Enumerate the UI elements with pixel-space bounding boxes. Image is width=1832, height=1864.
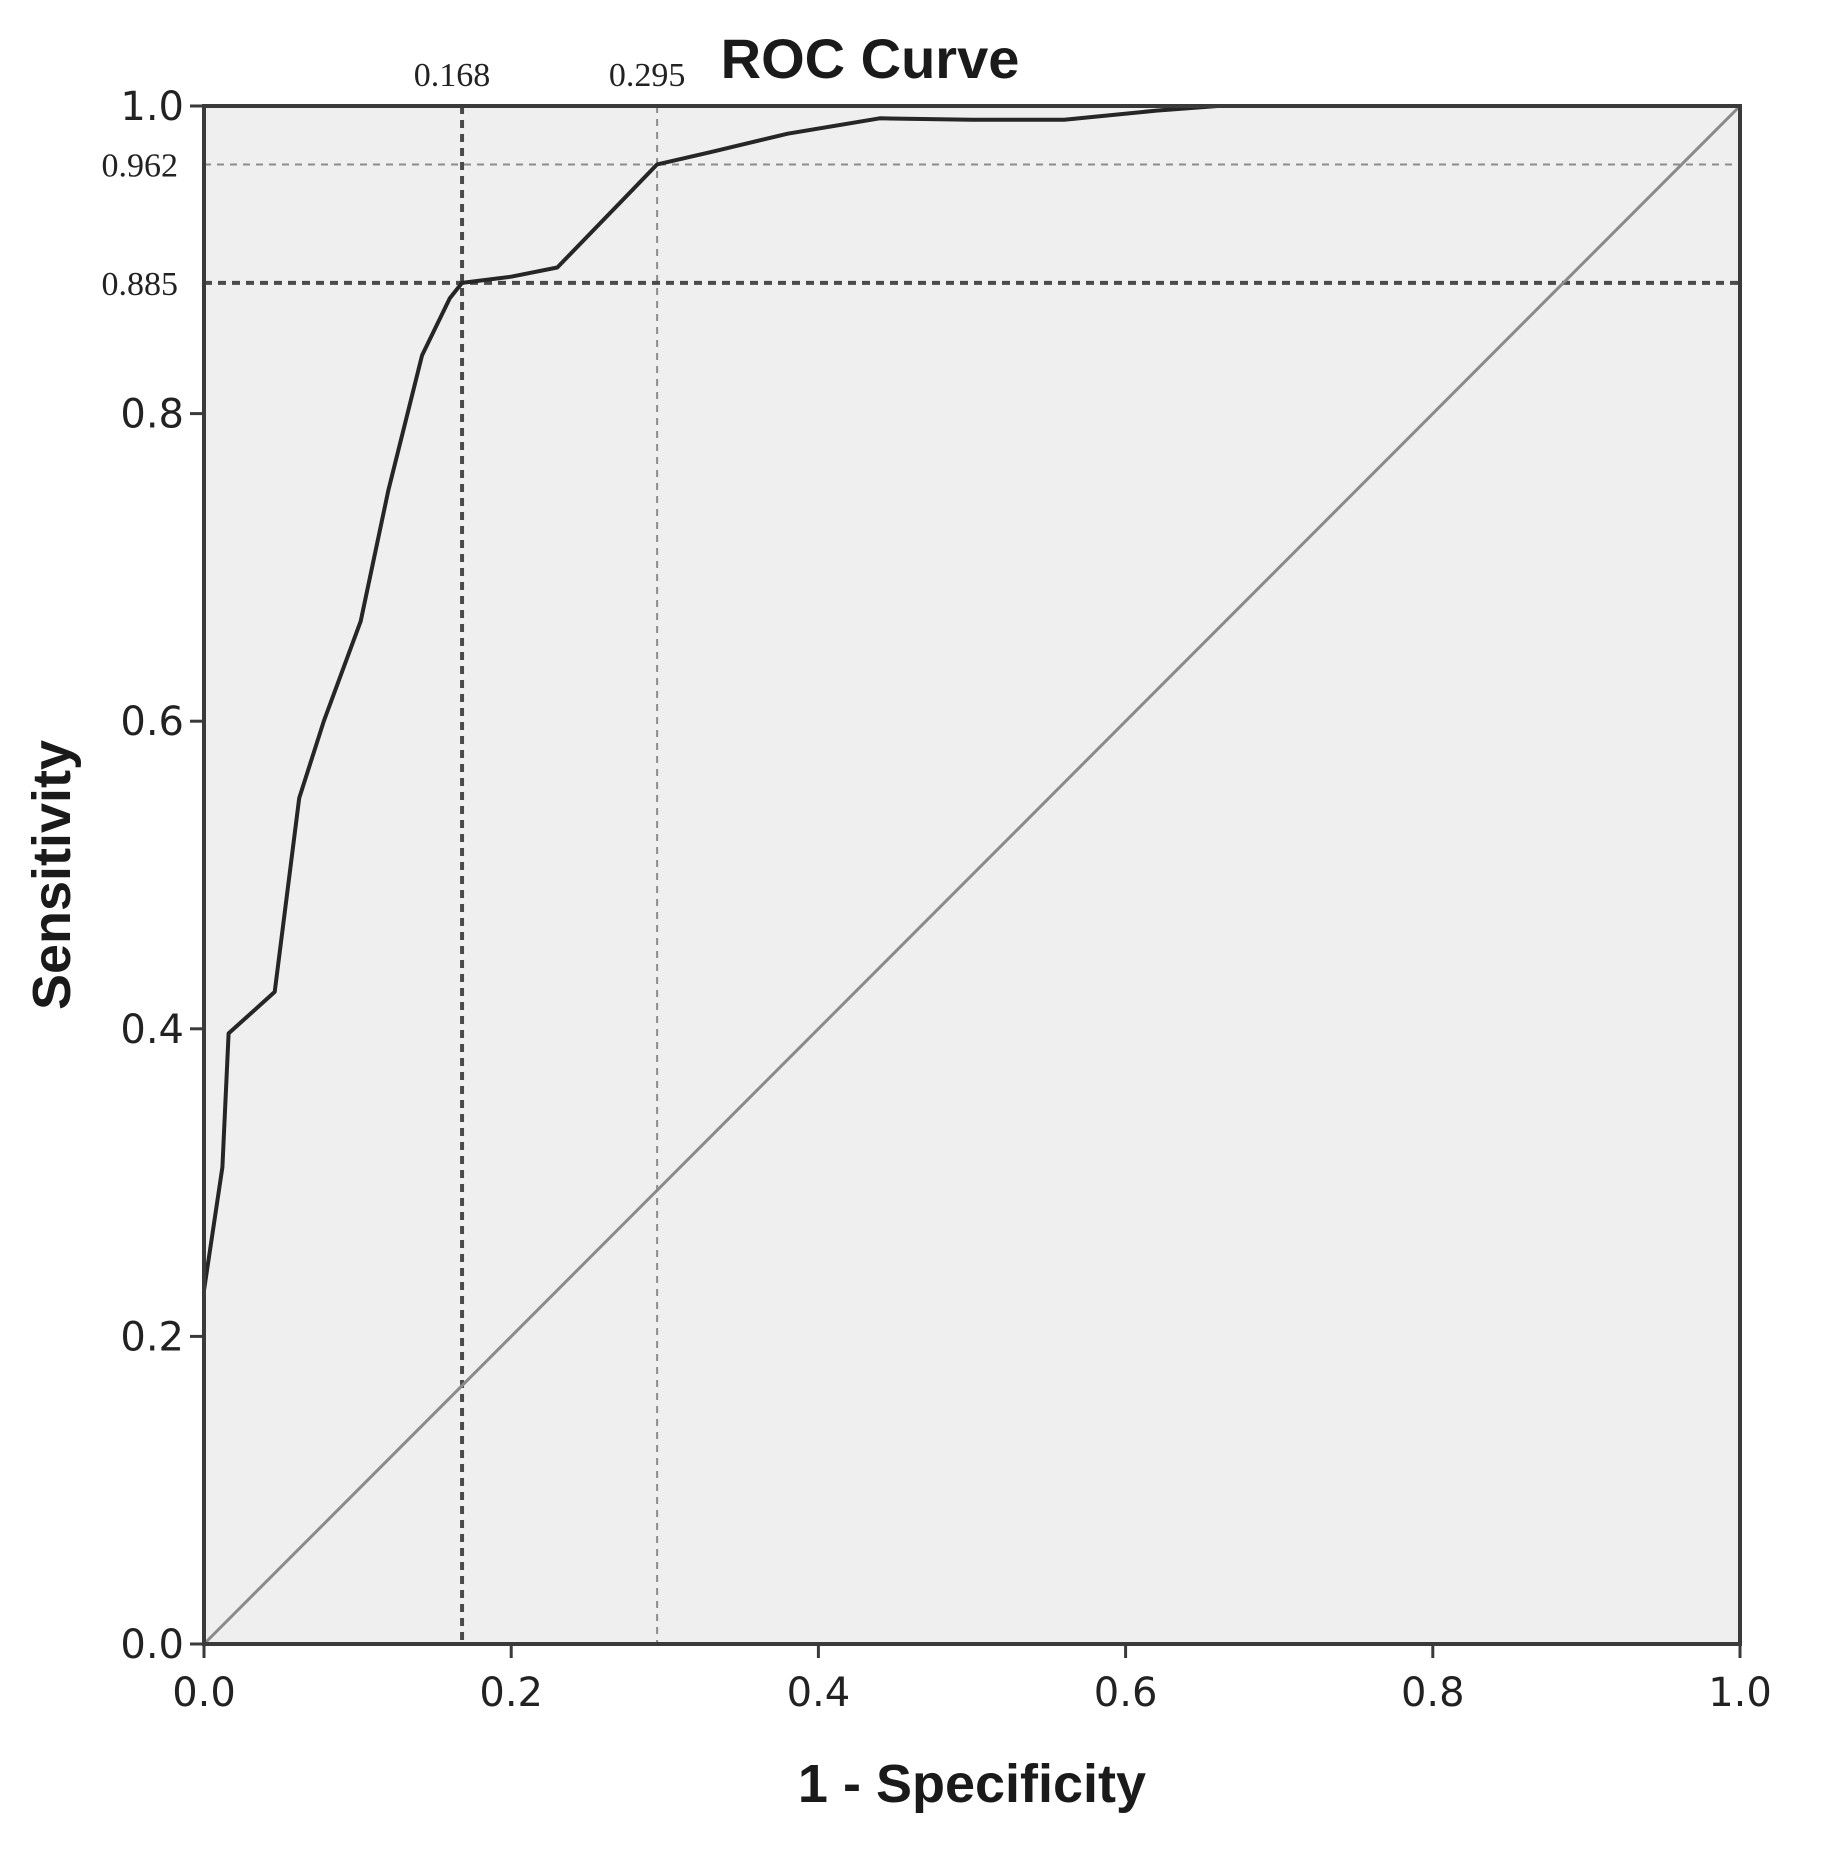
chart-title: ROC Curve xyxy=(721,27,1020,90)
diagonal-reference-line xyxy=(202,104,1742,1646)
x-axis-ticks: 0.0 0.2 0.4 0.6 0.8 1.0 xyxy=(172,1644,1772,1716)
x-tick-label-0.6: 0.6 xyxy=(1094,1670,1158,1716)
cutoff-label-y-0.962: 0.962 xyxy=(102,147,179,184)
cutoff-label-x-0.295: 0.295 xyxy=(609,57,686,94)
x-tick-label-0.0: 0.0 xyxy=(172,1670,236,1716)
x-axis-title: 1 - Specificity xyxy=(798,1754,1146,1814)
y-tick-label-0.2: 0.2 xyxy=(120,1314,184,1360)
y-tick-label-0.6: 0.6 xyxy=(120,699,184,745)
y-tick-label-0.8: 0.8 xyxy=(120,392,184,438)
cutoff-label-y-0.885: 0.885 xyxy=(102,266,179,303)
x-tick-label-0.2: 0.2 xyxy=(479,1670,543,1716)
y-tick-label-0.4: 0.4 xyxy=(120,1007,184,1053)
y-tick-label-0.0: 0.0 xyxy=(120,1622,184,1668)
x-tick-label-0.4: 0.4 xyxy=(787,1670,851,1716)
plot-frame xyxy=(202,104,1742,1646)
y-axis-ticks: 0.0 0.2 0.4 0.6 0.8 1.0 xyxy=(120,84,204,1668)
x-tick-label-1.0: 1.0 xyxy=(1708,1670,1772,1716)
x-tick-label-0.8: 0.8 xyxy=(1401,1670,1465,1716)
y-tick-label-1.0: 1.0 xyxy=(120,84,184,130)
y-axis-title: Sensitivity xyxy=(22,740,82,1010)
cutoff-label-x-0.168: 0.168 xyxy=(414,57,491,94)
roc-curve-line xyxy=(202,104,1740,1644)
